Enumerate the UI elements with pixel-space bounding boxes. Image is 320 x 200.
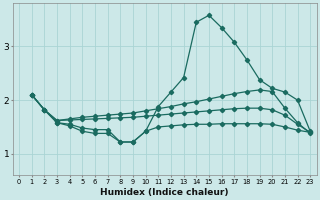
X-axis label: Humidex (Indice chaleur): Humidex (Indice chaleur) bbox=[100, 188, 229, 197]
